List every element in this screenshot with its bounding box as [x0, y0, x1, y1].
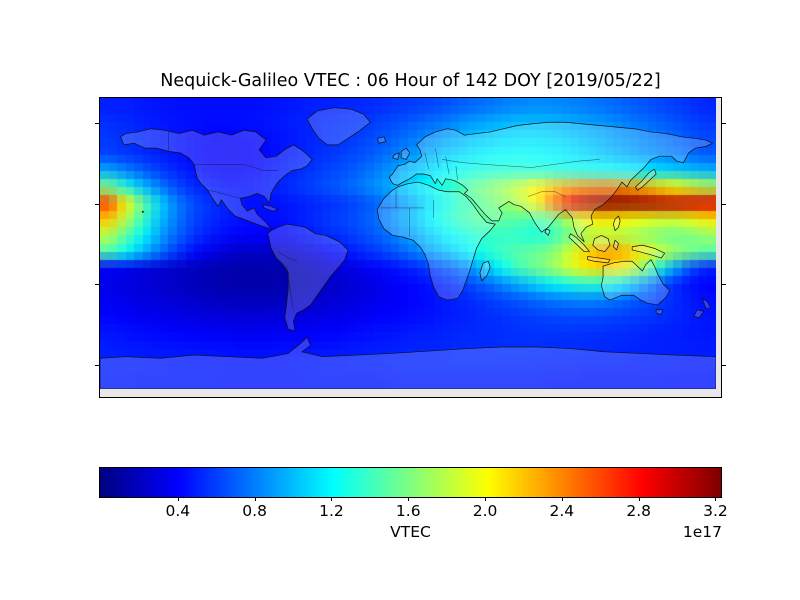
new-guinea-landmass	[632, 245, 665, 258]
border-us-canada	[194, 164, 278, 170]
australia-landmass	[601, 260, 669, 305]
madagascar-landmass	[480, 261, 490, 280]
colorbar-tick-label: 2.0	[472, 502, 498, 520]
border-europe-3	[446, 156, 449, 174]
colorbar-gradient-canvas	[100, 468, 721, 497]
ireland-landmass	[393, 153, 400, 159]
border-india-china	[528, 192, 566, 197]
border-russia-south	[442, 159, 599, 167]
map-axis-tick	[722, 203, 726, 205]
border-europe-1	[425, 153, 428, 169]
colorbar-tick-label: 1.2	[319, 502, 344, 520]
new-zealand-south-landmass	[694, 310, 704, 318]
border-europe-2	[435, 148, 438, 167]
map-axis-tick	[95, 284, 99, 286]
colorbar-tick	[638, 497, 640, 501]
border-andes	[287, 266, 294, 310]
iceland-landmass	[377, 137, 386, 143]
colorbar-tick	[331, 497, 333, 501]
north-america-landmass	[121, 129, 313, 229]
border-brazil	[278, 252, 297, 262]
colorbar-tick	[408, 497, 410, 501]
japan-landmass	[636, 169, 657, 190]
colorbar-tick	[715, 497, 717, 501]
map-axis-tick	[95, 122, 99, 124]
map-axis-tick	[722, 365, 726, 367]
colorbar-tick	[177, 497, 179, 501]
world-coastlines	[100, 98, 716, 389]
south-america-landmass	[268, 224, 348, 331]
map-axis-tick	[722, 122, 726, 124]
colorbar-tick	[254, 497, 256, 501]
sri-lanka-landmass	[545, 229, 550, 235]
new-zealand-north-landmass	[702, 298, 711, 308]
colorbar-tick	[561, 497, 563, 501]
eurasia-landmass	[389, 122, 712, 242]
map-axes	[95, 97, 726, 398]
map-axis-tick	[95, 365, 99, 367]
colorbar-offset-text: 1e17	[682, 523, 722, 541]
colorbar-tick-label: 2.4	[549, 502, 575, 520]
sumatra-landmass	[569, 234, 590, 252]
colorbar-tick-label: 0.4	[165, 502, 191, 520]
plot-title: Nequick-Galileo VTEC : 06 Hour of 142 DO…	[160, 71, 661, 91]
border-europe-4	[456, 166, 458, 181]
africa-landmass	[377, 182, 495, 300]
sulawesi-landmass	[613, 240, 618, 250]
colorbar-tick-label: 1.6	[395, 502, 421, 520]
hawaii-island-dot	[142, 211, 143, 212]
java-landmass	[588, 256, 610, 262]
map-axis-tick	[95, 203, 99, 205]
colorbar-label: VTEC	[390, 523, 431, 541]
philippines-landmass	[613, 216, 620, 231]
colorbar-tick-label: 0.8	[242, 502, 267, 520]
tasmania-landmass	[656, 310, 663, 315]
colorbar: 0.4 0.8 1.2 1.6 2.0 2.4 2.8 3.2	[99, 467, 728, 520]
land-polygons	[100, 108, 716, 389]
antarctica-landmass	[100, 337, 716, 389]
border-us-mexico	[208, 190, 241, 198]
greenland-landmass	[307, 108, 370, 145]
colorbar-tick-label: 2.8	[626, 502, 651, 520]
borneo-landmass	[593, 235, 610, 251]
cuba-landmass	[263, 205, 278, 211]
colorbar-tick-label: 3.2	[703, 502, 728, 520]
great-britain-landmass	[401, 148, 410, 159]
map-axis-tick	[722, 284, 726, 286]
country-borders	[168, 132, 599, 310]
colorbar-tick	[485, 497, 487, 501]
vtec-heatmap-canvas	[100, 98, 716, 389]
